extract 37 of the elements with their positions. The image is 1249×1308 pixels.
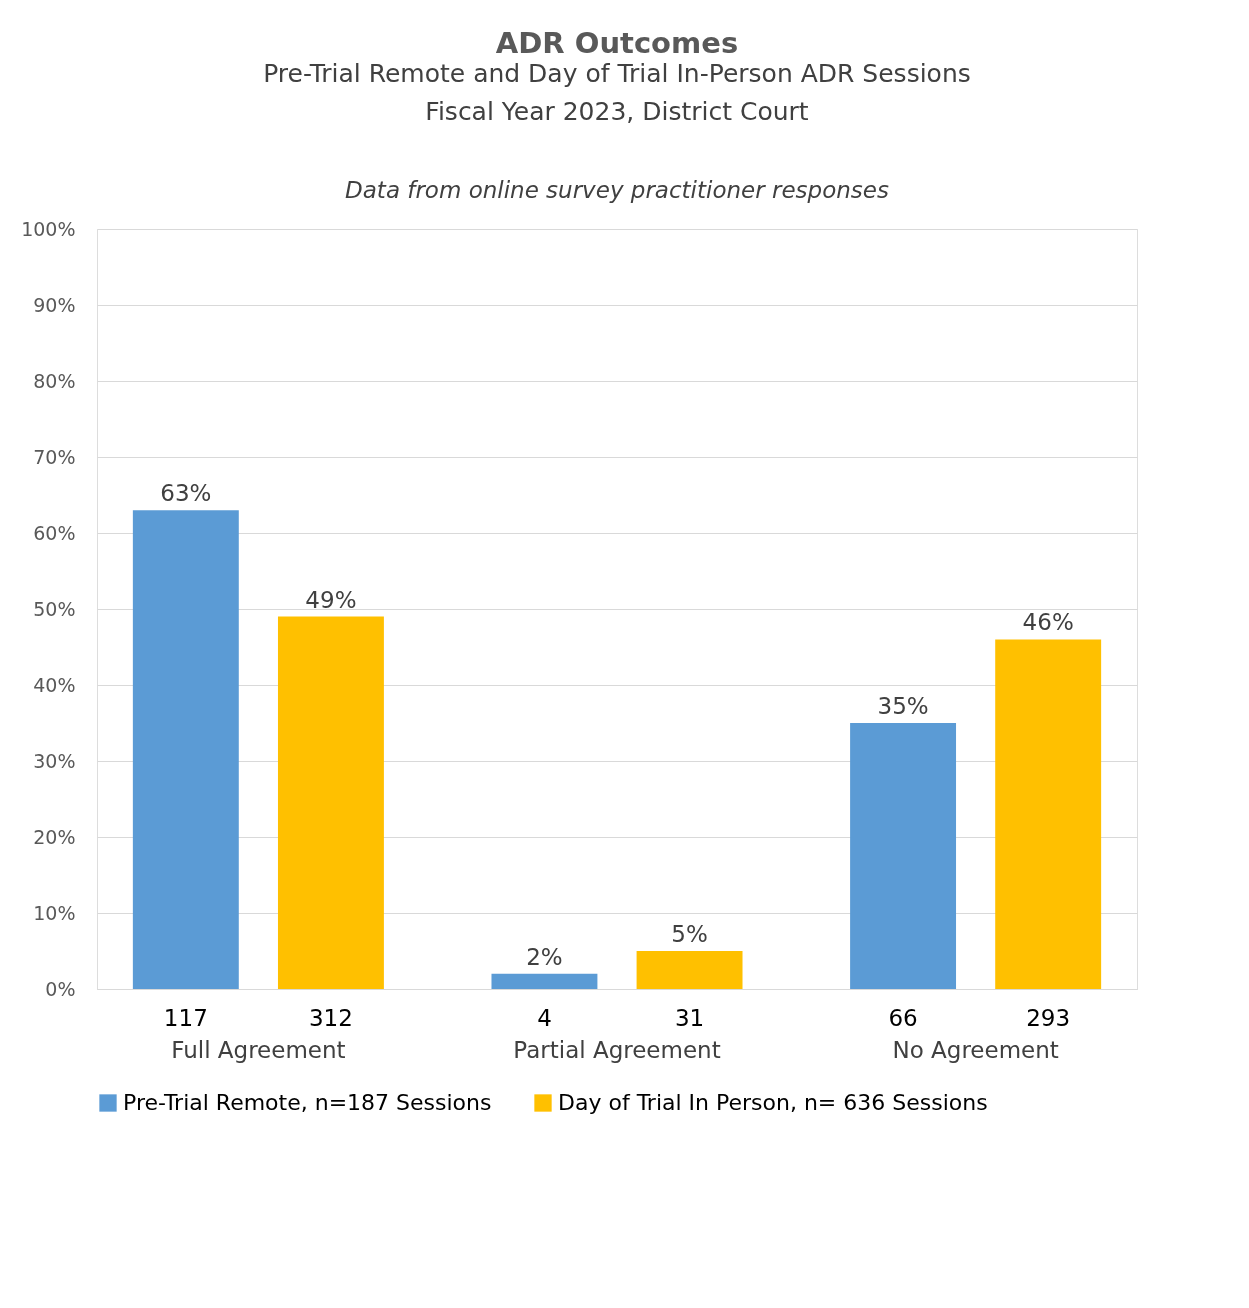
text: 66: [888, 1005, 918, 1031]
y-tick-label: 70%: [33, 445, 76, 468]
y-tick-label: 20%: [33, 825, 76, 848]
data-label: 49%: [305, 586, 357, 613]
x-tick-label: Full Agreement: [171, 1036, 346, 1063]
bar: [636, 951, 743, 989]
legend-label: Pre-Trial Remote, n=187 Sessions: [123, 1090, 492, 1115]
chart-title: ADR Outcomes: [495, 26, 739, 60]
y-tick-label: 50%: [33, 597, 76, 620]
bar: [491, 973, 598, 989]
data-label: 2%: [526, 943, 563, 970]
y-tick-label: 40%: [33, 673, 76, 696]
legend-label: Day of Trial In Person, n= 636 Sessions: [558, 1090, 988, 1115]
y-tick-label: 0%: [45, 977, 76, 1000]
y-tick-label: 10%: [33, 901, 76, 924]
data-label: 46%: [1022, 609, 1074, 636]
bar: [132, 510, 239, 989]
x-tick-label: Partial Agreement: [513, 1036, 721, 1063]
bar: [850, 723, 957, 989]
chart-subtitle: Pre-Trial Remote and Day of Trial In-Person ADR Sessions Fiscal Year 2023, District Court: [263, 59, 971, 126]
y-tick-label: 30%: [33, 749, 76, 772]
data-label: 63%: [160, 480, 212, 507]
bar: [995, 639, 1102, 989]
text: Data from online survey practitioner responses: [345, 177, 889, 203]
text: 117: [163, 1005, 208, 1031]
x-tick-label: No Agreement: [892, 1036, 1059, 1063]
y-tick-label: 90%: [33, 293, 76, 316]
y-tick-label: 100%: [21, 217, 76, 240]
y-tick-label: 60%: [33, 521, 76, 544]
y-tick-label: 80%: [33, 369, 76, 392]
data-label: 35%: [877, 693, 929, 719]
text: 4: [537, 1005, 552, 1031]
text: 31: [674, 1005, 705, 1031]
text: 293: [1026, 1005, 1071, 1031]
data-label: 5%: [671, 921, 708, 947]
text: 312: [308, 1005, 353, 1031]
bar: [277, 616, 384, 989]
